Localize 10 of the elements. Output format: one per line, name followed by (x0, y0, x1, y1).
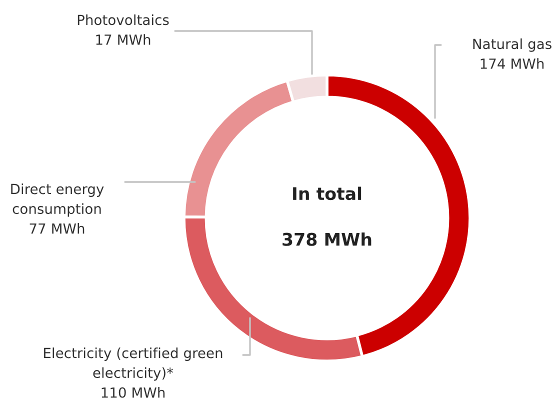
slice-label: Direct energy consumption (11, 184, 104, 217)
data-label: 110 MWh (102, 387, 165, 398)
data-label: 77 MWh (30, 223, 84, 234)
slice-label: Natural gas (473, 38, 552, 52)
slice-label: Electricity (certified green electricity)* (44, 348, 222, 381)
text: In total (293, 186, 362, 200)
data-label: 174 MWh (480, 58, 544, 69)
data-label: 17 MWh (96, 34, 150, 45)
slice-label: Photovoltaics (78, 14, 169, 26)
text: 378 MWh (282, 232, 372, 246)
